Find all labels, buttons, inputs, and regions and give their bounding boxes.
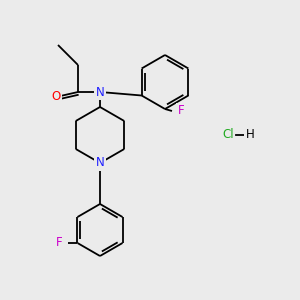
Text: F: F: [56, 236, 63, 250]
Text: H: H: [246, 128, 254, 142]
Text: N: N: [96, 157, 104, 169]
Text: N: N: [96, 85, 104, 98]
Text: F: F: [178, 104, 184, 118]
Text: Cl: Cl: [222, 128, 234, 142]
Text: O: O: [51, 91, 61, 103]
